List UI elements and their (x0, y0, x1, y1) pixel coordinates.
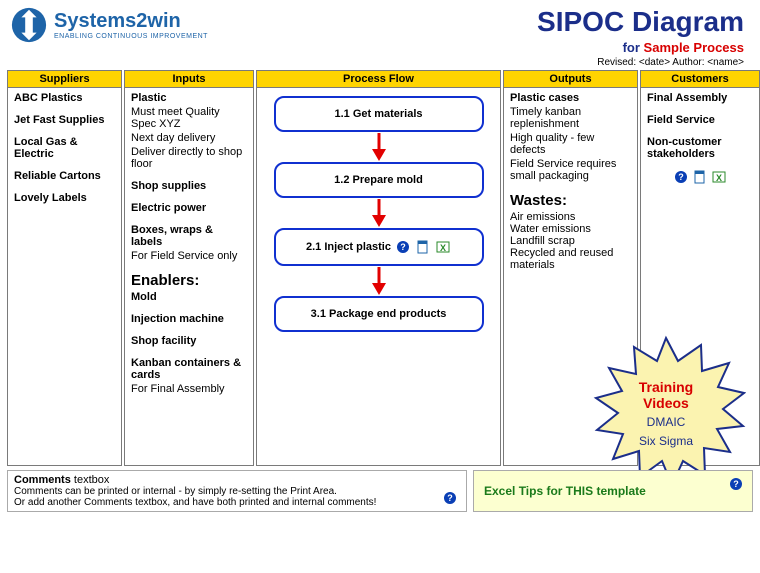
help-icon[interactable]: ? (396, 240, 410, 254)
output-detail: High quality - few defects (510, 132, 631, 156)
input-item: Plastic (131, 92, 247, 104)
logo-block: Systems2win ENABLING CONTINUOUS IMPROVEM… (10, 6, 208, 44)
customer-item: Field Service (647, 114, 753, 126)
suppliers-header: Suppliers (8, 71, 121, 88)
supplier-item: Reliable Cartons (14, 170, 115, 182)
inputs-column: Inputs Plastic Must meet Quality Spec XY… (124, 70, 254, 466)
help-icon[interactable]: ? (729, 477, 743, 491)
tips-text: Excel Tips for THIS template (484, 484, 646, 498)
excel-icon[interactable]: X (436, 240, 450, 254)
process-step-label: 1.2 Prepare mold (334, 174, 423, 186)
input-item: Electric power (131, 202, 247, 214)
sipoc-columns: Suppliers ABC Plastics Jet Fast Supplies… (4, 68, 756, 468)
output-detail: Field Service requires small packaging (510, 158, 631, 182)
page-title: SIPOC Diagram (537, 6, 744, 38)
suppliers-column: Suppliers ABC Plastics Jet Fast Supplies… (7, 70, 122, 466)
svg-text:?: ? (678, 172, 684, 182)
title-block: SIPOC Diagram for Sample Process Revised… (537, 6, 750, 68)
enabler-item: Mold (131, 291, 247, 303)
svg-text:X: X (440, 243, 446, 253)
process-step[interactable]: 2.1 Inject plastic ? X (274, 228, 484, 266)
tips-box[interactable]: Excel Tips for THIS template ? (473, 470, 753, 512)
input-item: Shop supplies (131, 180, 247, 192)
waste-item: Recycled and reused materials (510, 247, 631, 271)
customer-item: Non-customer stakeholders (647, 136, 753, 160)
process-step[interactable]: 3.1 Package end products (274, 296, 484, 332)
process-step-label: 3.1 Package end products (311, 308, 447, 320)
header: Systems2win ENABLING CONTINUOUS IMPROVEM… (4, 4, 756, 68)
arrow-down-icon (370, 198, 388, 228)
outputs-column: Outputs Plastic cases Timely kanban repl… (503, 70, 638, 466)
svg-text:X: X (716, 173, 722, 183)
process-step[interactable]: 1.1 Get materials (274, 96, 484, 132)
comments-title-bold: Comments (14, 474, 71, 486)
brand-name: Systems2win (54, 10, 208, 33)
svg-text:?: ? (400, 242, 406, 252)
arrow-down-icon (370, 266, 388, 296)
enabler-detail: For Final Assembly (131, 383, 247, 395)
process-step-label: 2.1 Inject plastic (306, 241, 391, 253)
input-detail: Must meet Quality Spec XYZ (131, 106, 247, 130)
process-step[interactable]: 1.2 Prepare mold (274, 162, 484, 198)
customers-header: Customers (641, 71, 759, 88)
enabler-item: Kanban containers & cards (131, 357, 247, 381)
enabler-item: Shop facility (131, 335, 247, 347)
svg-text:?: ? (447, 493, 453, 503)
comments-line: Comments can be printed or internal - by… (14, 486, 460, 497)
process-column: Process Flow 1.1 Get materials 1.2 Prepa… (256, 70, 501, 466)
waste-item: Water emissions (510, 223, 631, 235)
help-icon[interactable]: ? (443, 491, 457, 505)
input-detail: For Field Service only (131, 250, 247, 262)
doc-icon[interactable] (416, 240, 430, 254)
wastes-label: Wastes: (510, 192, 631, 209)
arrow-down-icon (370, 132, 388, 162)
enablers-label: Enablers: (131, 272, 247, 289)
comments-box[interactable]: Comments textbox Comments can be printed… (7, 470, 467, 512)
comments-line: Or add another Comments textbox, and hav… (14, 497, 460, 508)
svg-text:?: ? (733, 479, 739, 489)
comments-title-rest: textbox (74, 474, 109, 486)
waste-item: Landfill scrap (510, 235, 631, 247)
process-step-label: 1.1 Get materials (334, 108, 422, 120)
excel-icon[interactable]: X (712, 170, 726, 184)
input-detail: Next day delivery (131, 132, 247, 144)
output-detail: Timely kanban replenishment (510, 106, 631, 130)
brand-tagline: ENABLING CONTINUOUS IMPROVEMENT (54, 33, 208, 40)
customers-column: Customers Final Assembly Field Service N… (640, 70, 760, 466)
supplier-item: Lovely Labels (14, 192, 115, 204)
output-item: Plastic cases (510, 92, 631, 104)
waste-item: Air emissions (510, 211, 631, 223)
help-icon[interactable]: ? (674, 170, 688, 184)
input-detail: Deliver directly to shop floor (131, 146, 247, 170)
inputs-header: Inputs (125, 71, 253, 88)
outputs-header: Outputs (504, 71, 637, 88)
footer: Comments textbox Comments can be printed… (4, 468, 756, 514)
process-header: Process Flow (257, 71, 500, 88)
customer-item: Final Assembly (647, 92, 753, 104)
supplier-item: ABC Plastics (14, 92, 115, 104)
supplier-item: Local Gas & Electric (14, 136, 115, 160)
supplier-item: Jet Fast Supplies (14, 114, 115, 126)
subtitle-process: Sample Process (644, 40, 744, 55)
input-item: Boxes, wraps & labels (131, 224, 247, 248)
enabler-item: Injection machine (131, 313, 247, 325)
meta-line: Revised: <date> Author: <name> (537, 57, 744, 68)
doc-icon[interactable] (693, 170, 707, 184)
logo-icon (10, 6, 48, 44)
subtitle-for: for (623, 40, 640, 55)
